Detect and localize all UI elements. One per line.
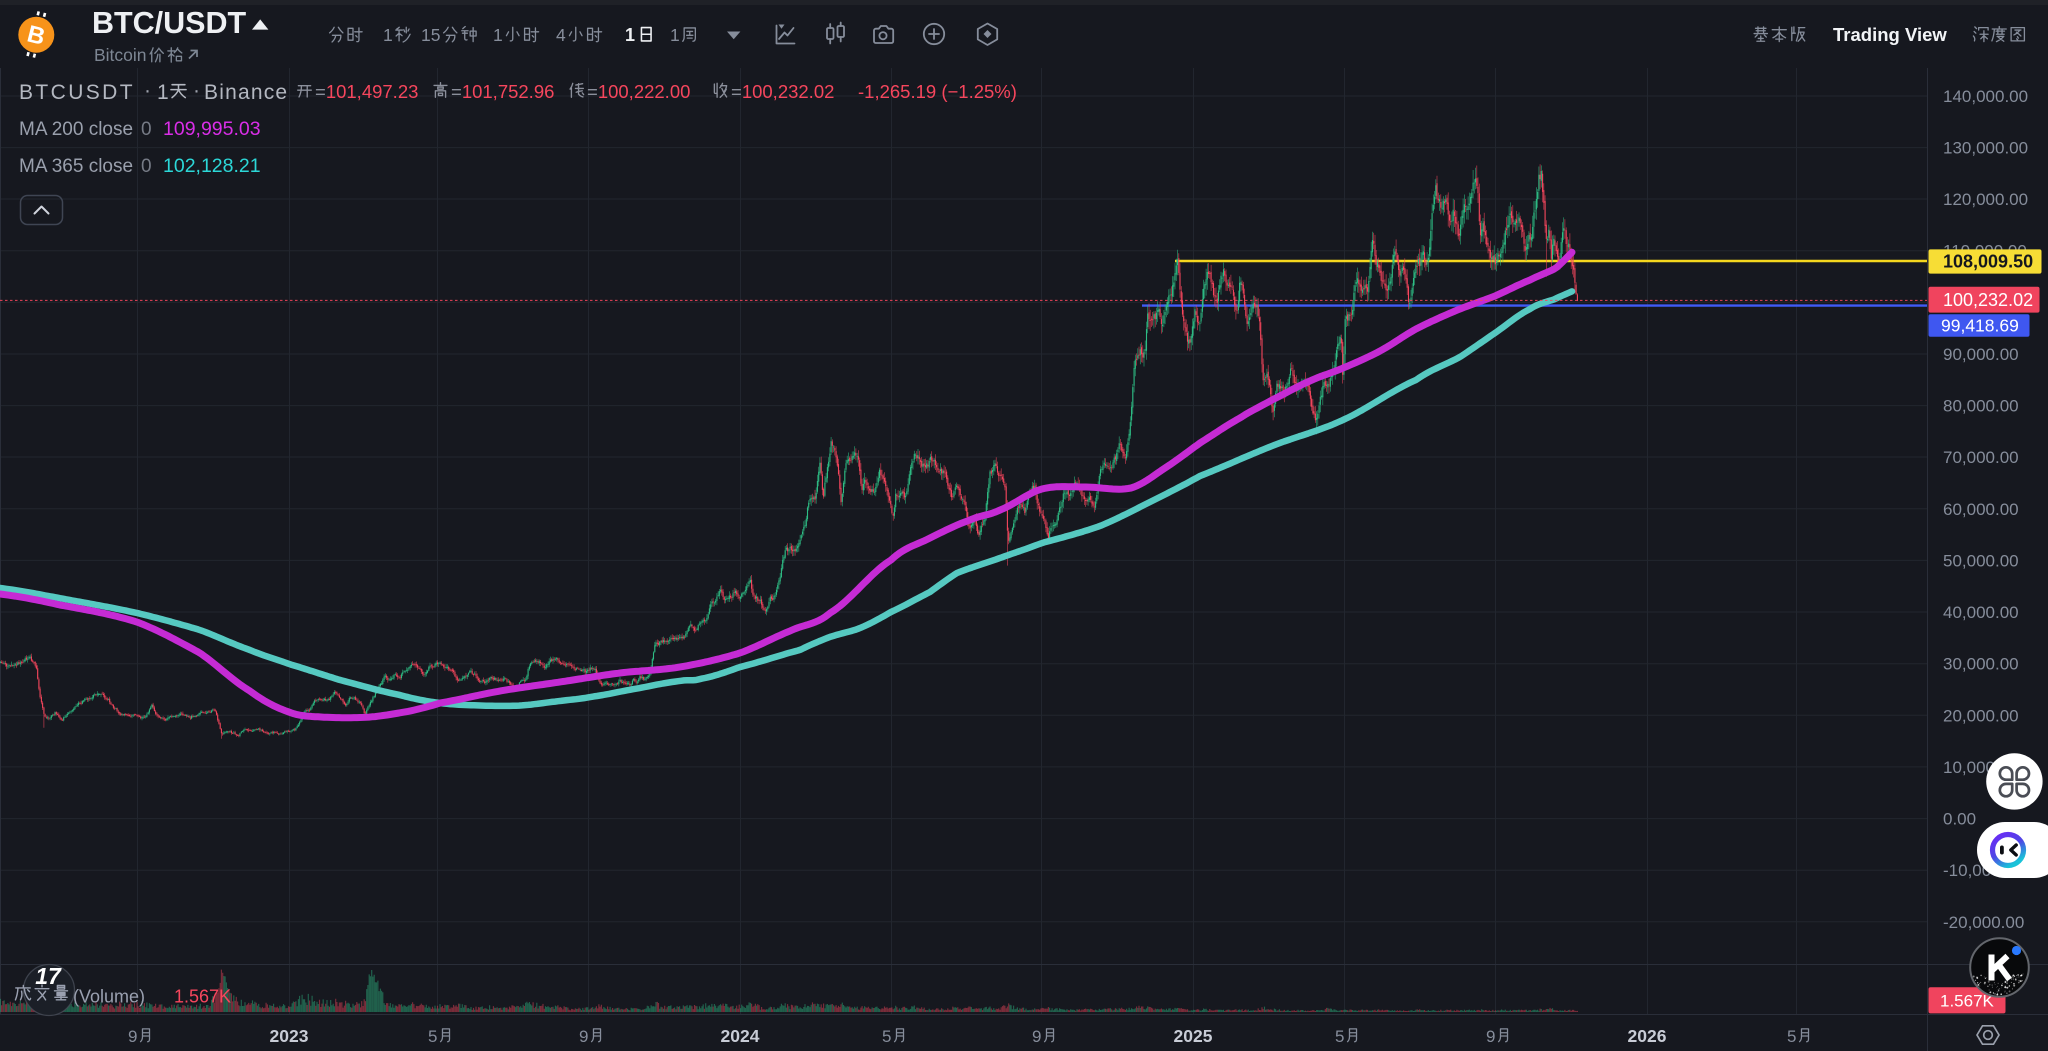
svg-text:9: 9: [1032, 1027, 1041, 1046]
svg-text:9: 9: [128, 1027, 137, 1046]
svg-text:1: 1: [493, 25, 503, 45]
svg-text:1: 1: [625, 25, 635, 45]
svg-text:1: 1: [157, 81, 169, 104]
svg-text:2025: 2025: [1174, 1026, 1213, 1046]
svg-text:99,418.69: 99,418.69: [1941, 316, 2019, 336]
svg-text:-1,265.19 (−1.25%): -1,265.19 (−1.25%): [858, 81, 1017, 102]
svg-text:B: B: [24, 20, 47, 50]
svg-text:5: 5: [882, 1027, 891, 1046]
svg-text:140,000.00: 140,000.00: [1943, 87, 2028, 106]
svg-text:0.00: 0.00: [1943, 810, 1976, 829]
svg-text:100,232.02: 100,232.02: [1943, 290, 2033, 310]
svg-text:1.567K: 1.567K: [174, 987, 231, 1007]
svg-text:=100,232.02: =100,232.02: [731, 81, 834, 102]
svg-text:120,000.00: 120,000.00: [1943, 190, 2028, 209]
svg-text:40,000.00: 40,000.00: [1943, 603, 2019, 622]
svg-text:70,000.00: 70,000.00: [1943, 448, 2019, 467]
svg-text:Trading View: Trading View: [1833, 24, 1947, 45]
svg-text:130,000.00: 130,000.00: [1943, 139, 2028, 158]
svg-text:50,000.00: 50,000.00: [1943, 551, 2019, 570]
svg-text:Binance: Binance: [204, 81, 288, 104]
svg-text:108,009.50: 108,009.50: [1943, 251, 2033, 271]
svg-text:(Volume): (Volume): [73, 987, 145, 1007]
svg-text:15: 15: [421, 25, 440, 45]
svg-text:MA 365 close: MA 365 close: [19, 156, 133, 177]
svg-text:9: 9: [579, 1027, 588, 1046]
svg-text:1: 1: [383, 25, 393, 45]
svg-text:20,000.00: 20,000.00: [1943, 706, 2019, 725]
svg-text:30,000.00: 30,000.00: [1943, 655, 2019, 674]
svg-text:=101,497.23: =101,497.23: [315, 81, 418, 102]
svg-text:5: 5: [1335, 1027, 1344, 1046]
svg-text:1: 1: [670, 25, 680, 45]
svg-text:102,128.21: 102,128.21: [163, 155, 261, 177]
svg-text:5: 5: [428, 1027, 437, 1046]
svg-text:·: ·: [144, 79, 151, 102]
svg-text:9: 9: [1486, 1027, 1495, 1046]
svg-text:90,000.00: 90,000.00: [1943, 345, 2019, 364]
svg-text:1.567K: 1.567K: [1940, 992, 1995, 1011]
svg-text:17: 17: [35, 963, 62, 989]
svg-text:109,995.03: 109,995.03: [163, 118, 261, 140]
svg-text:=100,222.00: =100,222.00: [587, 81, 690, 102]
svg-text:2023: 2023: [270, 1026, 309, 1046]
svg-text:BTC/USDT: BTC/USDT: [92, 6, 247, 40]
svg-text:-20,000.00: -20,000.00: [1943, 913, 2024, 932]
svg-text:MA 200 close: MA 200 close: [19, 119, 133, 140]
svg-text:4: 4: [556, 25, 566, 45]
svg-text:0: 0: [141, 119, 152, 140]
svg-text:Bitcoin: Bitcoin: [94, 45, 147, 65]
svg-text:5: 5: [1787, 1027, 1796, 1046]
svg-text:2024: 2024: [721, 1026, 760, 1046]
svg-text:2026: 2026: [1628, 1026, 1667, 1046]
svg-text:60,000.00: 60,000.00: [1943, 500, 2019, 519]
svg-text:0: 0: [141, 156, 152, 177]
svg-text:=101,752.96: =101,752.96: [451, 81, 554, 102]
svg-text:BTCUSDT: BTCUSDT: [19, 81, 135, 104]
svg-text:80,000.00: 80,000.00: [1943, 397, 2019, 416]
svg-text:·: ·: [193, 79, 200, 102]
